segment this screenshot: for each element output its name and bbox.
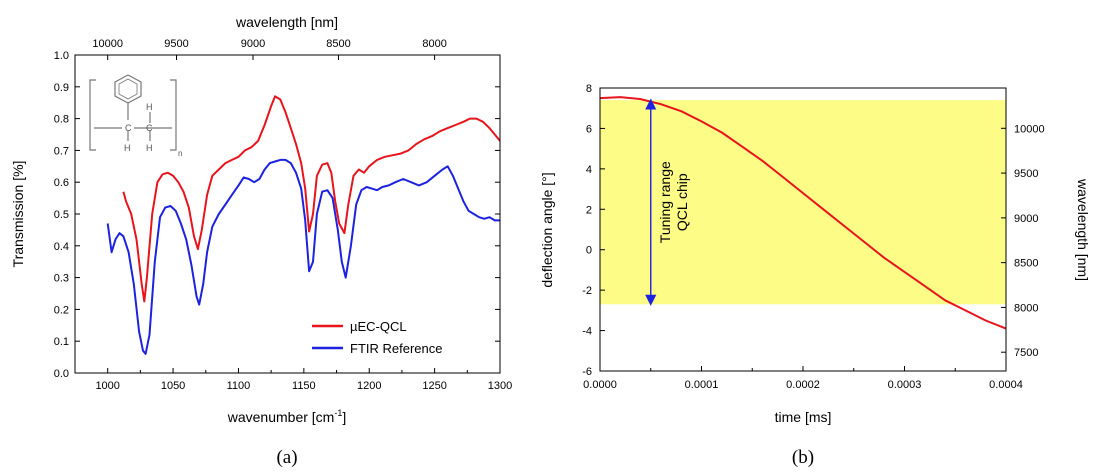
series-line-ecqcl <box>122 95 501 303</box>
chart-a-x2-tick-label: 9000 <box>241 38 265 50</box>
structure-h-left: H <box>124 143 131 153</box>
chart-panel-a: 1000 1050 1100 1150 1200 1250 1300 0.0 0.1 0.2 0.3… <box>10 14 512 468</box>
chart-a-y-tick-label: 0.1 <box>54 336 69 348</box>
structure-h-top: H <box>146 102 153 112</box>
panel-a-caption: (a) <box>276 447 297 468</box>
chart-a-x-tick-label: 1300 <box>488 380 512 392</box>
chart-a-x-tick-label: 1000 <box>95 380 119 392</box>
chart-a-x2-label: wavelength [nm] <box>235 14 338 30</box>
chart-b-y2-tick-label: 7500 <box>1014 347 1038 359</box>
chart-a-x-tick-label: 1100 <box>227 380 251 392</box>
annotation-qcl-chip: QCL chip <box>674 173 690 231</box>
chart-b-y-tick-label: -6 <box>582 366 592 378</box>
chart-a-y-tick-label: 0.9 <box>54 82 69 94</box>
chart-b-x-tick-label: 0.0004 <box>989 379 1023 391</box>
chart-b-y2-tick-label: 8000 <box>1014 302 1038 314</box>
chart-a-y-tick-label: 0.3 <box>54 273 69 285</box>
chart-b-x-tick-label: 0.0001 <box>685 379 719 391</box>
chart-a-x-label-main: wavenumber [cm <box>227 409 335 425</box>
chart-a-ticks: 1000 1050 1100 1150 1200 1250 1300 0.0 0.1 0.2 0.3… <box>54 38 513 392</box>
structure-h-right: H <box>146 143 153 153</box>
chart-a-y-tick-label: 1.0 <box>54 50 69 62</box>
chart-a-x-label-end: ] <box>342 409 346 425</box>
chart-a-x-tick-label: 1050 <box>161 380 185 392</box>
chart-b-y-label: deflection angle [°] <box>539 172 555 287</box>
chart-b-x-tick-label: 0.0000 <box>583 379 617 391</box>
chart-a-y-label: Transmission [%] <box>10 161 26 268</box>
annotation-tuning-range: Tuning range <box>657 161 673 243</box>
series-line-deflection <box>599 96 1007 330</box>
chart-b-x-tick-label: 0.0002 <box>786 379 820 391</box>
chart-b-series <box>599 96 1007 330</box>
chart-a-x-label: wavenumber [cm-1] <box>227 408 347 425</box>
chart-b-y-tick-label: 8 <box>586 83 592 95</box>
structure-c2: C <box>146 123 153 133</box>
chart-a-x-tick-label: 1250 <box>422 380 446 392</box>
chart-a-x2-tick-label: 9500 <box>164 38 188 50</box>
chart-a-x2-tick-label: 8500 <box>326 38 350 50</box>
chart-a-series <box>106 95 501 355</box>
legend-label-ftir: FTIR Reference <box>350 341 442 356</box>
chart-b-y2-tick-label: 10000 <box>1014 123 1045 135</box>
legend-label-ecqcl: µEC-QCL <box>350 319 407 334</box>
chart-a-y-tick-label: 0.4 <box>54 241 69 253</box>
chart-a-y-tick-label: 0.0 <box>54 368 69 380</box>
chart-a-frame <box>74 54 501 374</box>
panel-b-caption: (b) <box>792 447 814 468</box>
chart-b-y-tick-label: -2 <box>582 285 592 297</box>
chart-a-y-tick-label: 0.2 <box>54 304 69 316</box>
chart-a-x-label-sup: -1 <box>334 408 342 418</box>
structure-subscript-n: n <box>178 149 182 158</box>
polystyrene-structure-icon <box>89 74 177 151</box>
chart-a-y-tick-label: 0.5 <box>54 209 69 221</box>
chart-b-y-tick-label: -4 <box>582 326 592 338</box>
chart-b-ticks: 0.0000 0.0001 0.0002 0.0003 0.0004 -6 -4 -2 0 2 4 6… <box>582 83 1044 391</box>
chart-a-y-tick-label: 0.8 <box>54 114 69 126</box>
chart-b-x-label: time [ms] <box>775 409 832 425</box>
chart-b-y2-tick-label: 9500 <box>1014 168 1038 180</box>
chart-b-y2-label: wavelength [nm] <box>1075 178 1091 281</box>
series-line-ftir <box>106 158 500 355</box>
chart-panel-b: 0.0000 0.0001 0.0002 0.0003 0.0004 -6 -4 -2 0 2 4 6… <box>539 83 1091 468</box>
chart-b-y2-tick-label: 8500 <box>1014 258 1038 270</box>
chart-a-x2-tick-label: 8000 <box>422 38 446 50</box>
tuning-range-band <box>600 100 1006 305</box>
chart-b-x-tick-label: 0.0003 <box>888 379 922 391</box>
chart-b-frame <box>599 87 1007 372</box>
chart-b-y-tick-label: 0 <box>586 245 592 257</box>
chart-a-x-tick-label: 1200 <box>357 380 381 392</box>
chart-a-x2-tick-label: 10000 <box>92 38 123 50</box>
chart-b-y2-tick-label: 9000 <box>1014 213 1038 225</box>
chart-b-y-tick-label: 2 <box>586 204 592 216</box>
chart-a-y-tick-label: 0.7 <box>54 145 69 157</box>
structure-c1: C <box>125 123 132 133</box>
chart-b-y-tick-label: 4 <box>586 164 592 176</box>
chart-a-x-tick-label: 1150 <box>292 380 316 392</box>
chart-b-y-tick-label: 6 <box>586 123 592 135</box>
chart-a-y-tick-label: 0.6 <box>54 177 69 189</box>
